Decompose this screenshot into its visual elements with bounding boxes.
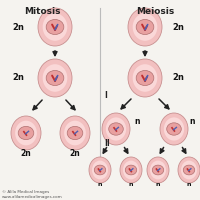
Ellipse shape bbox=[43, 64, 67, 92]
Ellipse shape bbox=[60, 116, 90, 150]
Ellipse shape bbox=[106, 117, 126, 141]
Ellipse shape bbox=[147, 157, 169, 183]
Text: 2n: 2n bbox=[12, 22, 24, 31]
Ellipse shape bbox=[38, 8, 72, 46]
Ellipse shape bbox=[46, 19, 64, 35]
Ellipse shape bbox=[136, 19, 154, 35]
Text: I: I bbox=[104, 90, 107, 99]
Text: 2n: 2n bbox=[12, 73, 24, 82]
Ellipse shape bbox=[64, 121, 86, 145]
Text: www.alilamedicalimages.com: www.alilamedicalimages.com bbox=[2, 195, 63, 199]
Ellipse shape bbox=[94, 165, 106, 175]
Ellipse shape bbox=[152, 165, 164, 175]
Ellipse shape bbox=[18, 126, 34, 140]
Text: Mitosis: Mitosis bbox=[24, 7, 60, 16]
Text: 2n: 2n bbox=[21, 148, 31, 158]
Ellipse shape bbox=[128, 59, 162, 97]
Text: II: II bbox=[104, 138, 110, 148]
Ellipse shape bbox=[43, 13, 67, 41]
Ellipse shape bbox=[46, 70, 64, 86]
Ellipse shape bbox=[92, 161, 108, 179]
Ellipse shape bbox=[178, 157, 200, 183]
Text: n: n bbox=[187, 182, 191, 186]
Ellipse shape bbox=[133, 13, 157, 41]
Text: n: n bbox=[189, 117, 195, 127]
Ellipse shape bbox=[150, 161, 166, 179]
Ellipse shape bbox=[167, 123, 181, 135]
Ellipse shape bbox=[89, 157, 111, 183]
Text: 2n: 2n bbox=[172, 22, 184, 31]
Ellipse shape bbox=[128, 8, 162, 46]
Ellipse shape bbox=[11, 116, 41, 150]
Text: 2n: 2n bbox=[70, 148, 80, 158]
Ellipse shape bbox=[123, 161, 139, 179]
Text: n: n bbox=[98, 182, 102, 186]
Ellipse shape bbox=[125, 165, 137, 175]
Ellipse shape bbox=[15, 121, 37, 145]
Text: Meiosis: Meiosis bbox=[136, 7, 174, 16]
Ellipse shape bbox=[160, 113, 188, 145]
Ellipse shape bbox=[38, 59, 72, 97]
Text: © Alila Medical Images: © Alila Medical Images bbox=[2, 190, 49, 194]
Ellipse shape bbox=[109, 123, 123, 135]
Ellipse shape bbox=[102, 113, 130, 145]
Text: n: n bbox=[134, 117, 140, 127]
Text: n: n bbox=[129, 182, 133, 186]
Ellipse shape bbox=[67, 126, 83, 140]
Ellipse shape bbox=[181, 161, 197, 179]
Ellipse shape bbox=[133, 64, 157, 92]
Ellipse shape bbox=[164, 117, 184, 141]
Text: n: n bbox=[156, 182, 160, 186]
Ellipse shape bbox=[120, 157, 142, 183]
Ellipse shape bbox=[136, 70, 154, 86]
Ellipse shape bbox=[183, 165, 195, 175]
Text: 2n: 2n bbox=[172, 73, 184, 82]
